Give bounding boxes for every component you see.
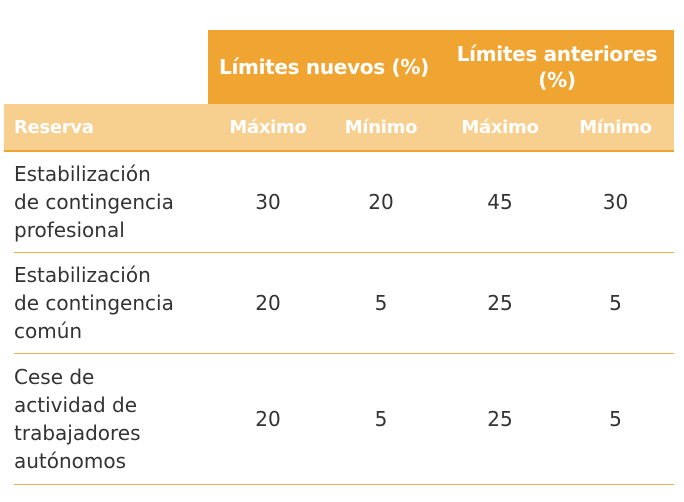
max-new-value: 30 — [255, 190, 281, 214]
column-header-reserva: Reserva — [14, 116, 94, 138]
group-header-new-limits: Límites nuevos (%) — [208, 30, 440, 104]
min-new-value: 5 — [374, 407, 388, 431]
min-old-value: 5 — [609, 407, 622, 431]
min-new-value: 5 — [374, 291, 388, 315]
table-row: Estabilización de contingencia común 20 … — [14, 253, 674, 354]
max-new-value: 20 — [255, 291, 281, 315]
reserva-name: Estabilización de contingencia común — [14, 263, 174, 343]
group-header-new-limits-label: Límites nuevos (%) — [219, 55, 429, 79]
min-old-value: 30 — [602, 190, 629, 214]
reserve-limits-table: Límites nuevos (%) Límites anteriores (%… — [4, 30, 674, 485]
table-row: Estabilización de contingencia profesion… — [14, 152, 674, 253]
column-header-max-new: Máximo — [229, 116, 307, 138]
max-old-value: 25 — [487, 407, 513, 431]
group-header-row: Límites nuevos (%) Límites anteriores (%… — [4, 30, 674, 104]
max-new-value: 20 — [255, 407, 281, 431]
max-old-value: 45 — [487, 190, 513, 214]
column-header-max-old: Máximo — [461, 116, 539, 138]
table-row: Cese de actividad de trabajadores autóno… — [14, 354, 674, 485]
column-header-min-new: Mínimo — [344, 116, 418, 138]
max-old-value: 25 — [487, 291, 513, 315]
group-header-old-limits-label: Límites anteriores (%) — [456, 42, 658, 92]
min-old-value: 5 — [609, 291, 622, 315]
min-new-value: 20 — [368, 190, 394, 214]
reserva-name: Cese de actividad de trabajadores autóno… — [14, 365, 141, 473]
group-header-old-limits: Límites anteriores (%) — [440, 30, 674, 104]
column-header-row: Reserva Máximo Mínimo Máximo Mínimo — [4, 104, 674, 152]
reserva-name: Estabilización de contingencia profesion… — [14, 162, 174, 242]
column-header-min-old: Mínimo — [579, 116, 652, 138]
